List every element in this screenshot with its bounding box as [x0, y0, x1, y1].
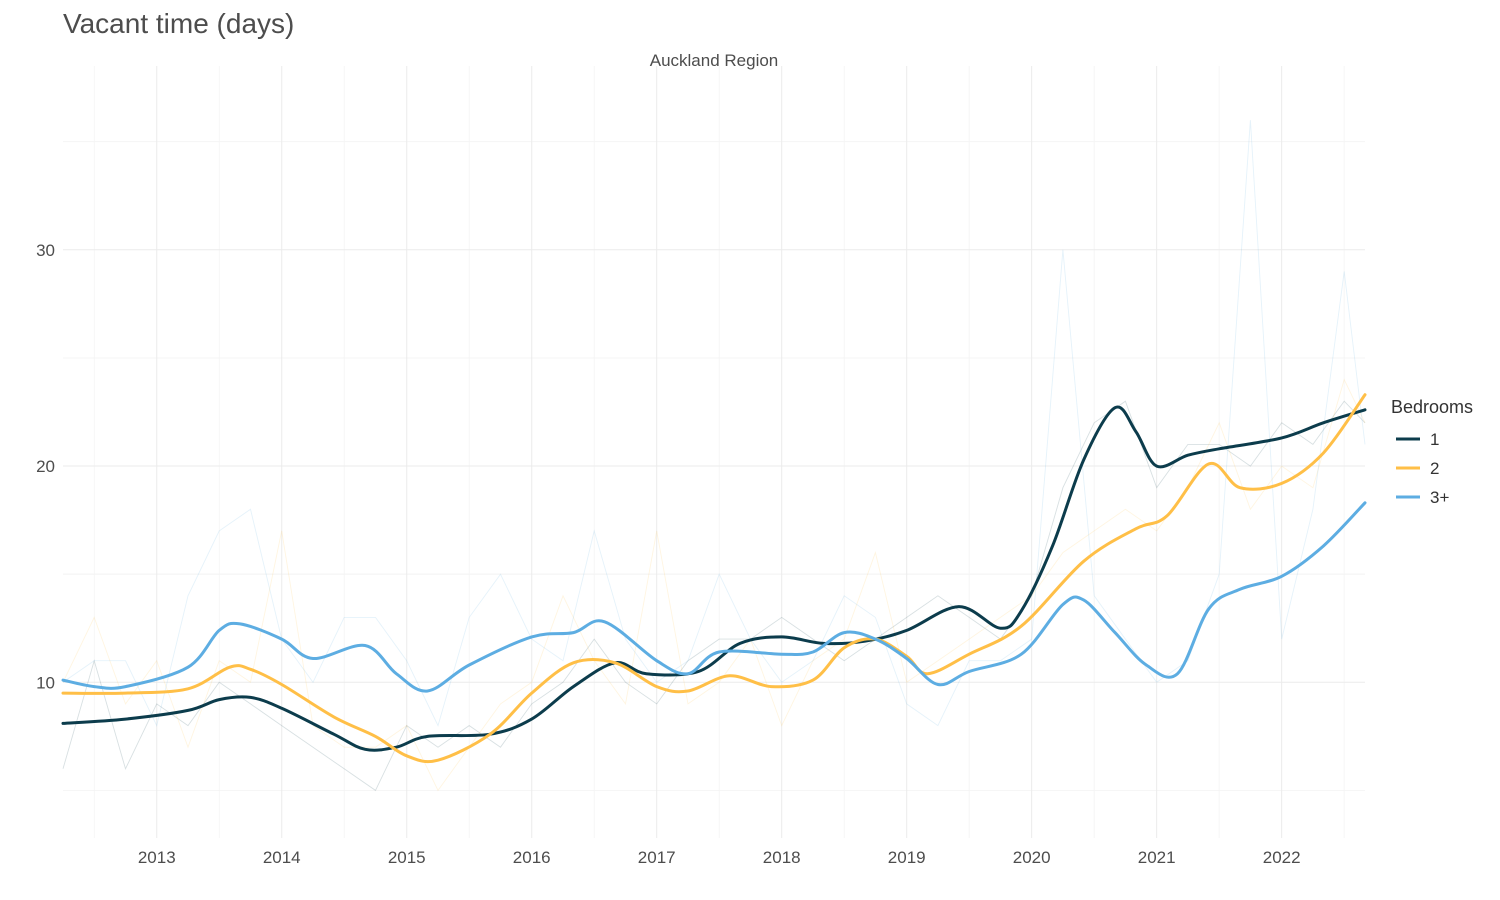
smoothed-series-layer	[61, 393, 1367, 764]
legend-label-1: 1	[1430, 430, 1439, 449]
x-tick-label: 2021	[1138, 848, 1176, 867]
y-axis-ticks: 10 20 30	[36, 241, 55, 692]
raw-line-series-3+	[62, 120, 1366, 727]
x-tick-label: 2020	[1013, 848, 1051, 867]
raw-line-series-1	[62, 400, 1366, 792]
y-tick-label: 20	[36, 457, 55, 476]
facet-label: Auckland Region	[650, 51, 779, 70]
x-tick-label: 2019	[888, 848, 926, 867]
y-tick-label: 10	[36, 673, 55, 692]
grid-layer	[63, 66, 1365, 838]
chart-title: Vacant time (days)	[63, 8, 294, 39]
y-tick-label: 30	[36, 241, 55, 260]
x-tick-label: 2018	[763, 848, 801, 867]
raw-line-series-2	[62, 378, 1366, 792]
legend: Bedrooms 1 2 3+	[1391, 397, 1473, 507]
x-tick-label: 2022	[1263, 848, 1301, 867]
x-tick-label: 2015	[388, 848, 426, 867]
x-axis-ticks: 2013 2014 2015 2016 2017 2018 2019 2020 2021 2022	[138, 848, 1301, 867]
x-tick-label: 2014	[263, 848, 301, 867]
smoothed-line-series-1	[61, 405, 1367, 752]
legend-title: Bedrooms	[1391, 397, 1473, 417]
x-tick-label: 2013	[138, 848, 176, 867]
legend-label-2: 2	[1430, 459, 1439, 478]
raw-series-layer	[62, 120, 1366, 792]
x-tick-label: 2016	[513, 848, 551, 867]
smoothed-line-series-3+	[61, 501, 1367, 693]
x-tick-label: 2017	[638, 848, 676, 867]
smoothed-line-series-2	[61, 393, 1367, 764]
legend-label-3+: 3+	[1430, 488, 1449, 507]
